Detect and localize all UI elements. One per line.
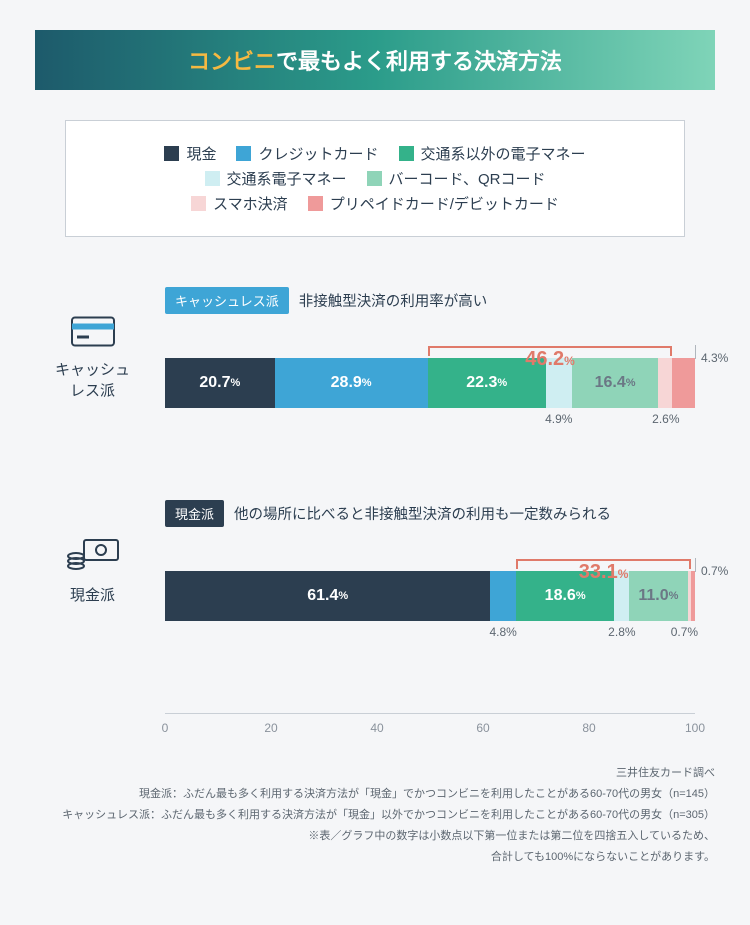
chart-row-cash: 現金派他の場所に比べると非接触型決済の利用も一定数みられる 33.1% 現金派 0.7…	[165, 500, 695, 643]
title-highlight: コンビニ	[188, 49, 276, 74]
footnote-line: ※表／グラフ中の数字は小数点以下第一位または第二位を四捨五入しているため、	[35, 826, 715, 847]
footnote-line: 三井住友カード調べ	[35, 763, 715, 784]
footnote-line: キャッシュレス派：ふだん最も多く利用する決済方法が「現金」以外でかつコンビニを利…	[35, 805, 715, 826]
bracket-value: 33.1%	[518, 561, 689, 584]
legend-item: バーコード、QRコード	[367, 168, 546, 189]
row-label: キャッシュレス派	[35, 316, 150, 401]
segment	[672, 358, 695, 408]
callout-text: 非接触型決済の利用率が高い	[299, 290, 488, 311]
axis-tick: 0	[162, 721, 169, 735]
footnote-line: 合計しても100%にならないことがあります。	[35, 847, 715, 868]
footnotes: 三井住友カード調べ現金派：ふだん最も多く利用する決済方法が「現金」でかつコンビニ…	[35, 763, 715, 867]
legend-item: 交通系以外の電子マネー	[399, 143, 586, 164]
legend-item: 交通系電子マネー	[205, 168, 347, 189]
segment-label: 4.9%	[545, 412, 572, 426]
axis-tick: 40	[370, 721, 383, 735]
footnote-line: 現金派：ふだん最も多く利用する決済方法が「現金」でかつコンビニを利用したことがあ…	[35, 784, 715, 805]
legend-label: クレジットカード	[258, 143, 378, 164]
x-axis: 020406080100	[165, 713, 695, 743]
legend-item: 現金	[164, 143, 216, 164]
segment	[691, 571, 695, 621]
legend-item: スマホ決済	[191, 193, 288, 214]
segment-label-side: 0.7%	[701, 564, 728, 578]
legend-label: スマホ決済	[213, 193, 288, 214]
segment-label: 0.7%	[671, 625, 698, 639]
below-labels: 4.8% 2.8% 0.7%	[165, 621, 695, 643]
chart-row-cashless: キャッシュレス派非接触型決済の利用率が高い46.2%キャッシュレス派4.3%20…	[165, 287, 695, 430]
axis-tick: 20	[264, 721, 277, 735]
callout: 現金派他の場所に比べると非接触型決済の利用も一定数みられる	[165, 500, 695, 527]
axis-line	[165, 713, 695, 714]
callout-text: 他の場所に比べると非接触型決済の利用も一定数みられる	[234, 503, 611, 524]
segment-label: 2.6%	[652, 412, 679, 426]
segment: 20.7%	[165, 358, 275, 408]
axis-tick: 100	[685, 721, 705, 735]
legend-label: 交通系電子マネー	[227, 168, 347, 189]
legend-label: 交通系以外の電子マネー	[421, 143, 586, 164]
segment: 61.4%	[165, 571, 490, 621]
legend-item: クレジットカード	[236, 143, 378, 164]
segment-label: 4.8%	[489, 625, 516, 639]
legend-swatch	[191, 196, 206, 211]
cash-icon	[66, 538, 120, 572]
title-rest: で最もよく利用する決済方法	[276, 49, 562, 74]
legend-item: プリペイドカード/デビットカード	[308, 193, 559, 214]
axis-tick: 60	[476, 721, 489, 735]
legend-swatch	[205, 171, 220, 186]
chart-area: キャッシュレス派非接触型決済の利用率が高い46.2%キャッシュレス派4.3%20…	[35, 277, 715, 743]
bracket: 46.2%	[165, 324, 695, 358]
legend-swatch	[367, 171, 382, 186]
title-bar: コンビニで最もよく利用する決済方法	[35, 30, 715, 90]
bracket-value: 46.2%	[430, 348, 670, 371]
below-labels: 4.9% 2.6%	[165, 408, 695, 430]
segment	[490, 571, 515, 621]
legend-swatch	[236, 146, 251, 161]
callout-badge: 現金派	[165, 500, 224, 527]
legend-swatch	[164, 146, 179, 161]
callout-badge: キャッシュレス派	[165, 287, 289, 314]
card-icon	[71, 316, 115, 346]
legend-swatch	[399, 146, 414, 161]
segment: 28.9%	[275, 358, 428, 408]
legend-label: 現金	[186, 143, 216, 164]
segment-label-side: 4.3%	[701, 351, 728, 365]
legend-label: バーコード、QRコード	[389, 168, 546, 189]
legend-swatch	[308, 196, 323, 211]
callout: キャッシュレス派非接触型決済の利用率が高い	[165, 287, 695, 314]
legend-label: プリペイドカード/デビットカード	[330, 193, 559, 214]
segment-label: 2.8%	[608, 625, 635, 639]
row-label: 現金派	[35, 538, 150, 606]
bracket: 33.1%	[165, 537, 695, 571]
axis-tick: 80	[582, 721, 595, 735]
legend: 現金 クレジットカード 交通系以外の電子マネー交通系電子マネー バーコード、QRコード…	[65, 120, 685, 237]
